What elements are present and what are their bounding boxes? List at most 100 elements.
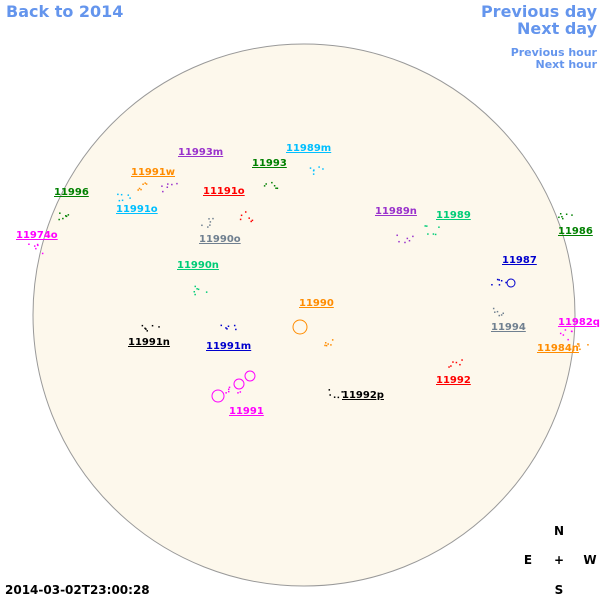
sunspot bbox=[244, 211, 247, 213]
sunspot bbox=[227, 390, 230, 393]
region-label[interactable]: 11990 bbox=[299, 298, 334, 309]
sunspot bbox=[328, 389, 331, 391]
sunspot bbox=[331, 339, 334, 341]
sunspot bbox=[41, 252, 44, 255]
region-label[interactable]: 11991 bbox=[229, 406, 264, 417]
region-label[interactable]: 11990o bbox=[199, 234, 241, 245]
sunspot bbox=[265, 183, 267, 185]
back-link[interactable]: Back to 2014 bbox=[6, 2, 123, 21]
sunspot bbox=[579, 348, 581, 351]
region-label[interactable]: 11989n bbox=[375, 206, 417, 217]
sunspot bbox=[237, 392, 239, 394]
sunspot bbox=[432, 233, 435, 235]
sunspot bbox=[197, 288, 200, 291]
region-label[interactable]: 11991o bbox=[116, 204, 158, 215]
region-label[interactable]: 11993m bbox=[178, 147, 223, 158]
sunspot bbox=[578, 345, 580, 347]
sunspot bbox=[342, 396, 345, 398]
sunspot bbox=[129, 197, 131, 199]
region-label[interactable]: 11991n bbox=[128, 337, 170, 348]
next-day-link[interactable]: Next day bbox=[517, 19, 598, 38]
sunspot-ring bbox=[211, 389, 225, 403]
sunspot bbox=[138, 187, 141, 190]
sunspot bbox=[193, 291, 196, 293]
sunspot bbox=[496, 278, 499, 281]
sunspot bbox=[559, 332, 562, 335]
region-label[interactable]: 11992 bbox=[436, 375, 471, 386]
sunspot bbox=[33, 245, 36, 247]
region-label[interactable]: 11991w bbox=[131, 167, 175, 178]
sunspot bbox=[209, 224, 211, 226]
next-hour-link[interactable]: Next hour bbox=[536, 58, 598, 71]
sunspot bbox=[498, 279, 501, 281]
sunspot bbox=[240, 214, 243, 217]
region-label[interactable]: 11986 bbox=[558, 226, 593, 237]
region-label[interactable]: 11991m bbox=[206, 341, 251, 352]
sunspot bbox=[227, 325, 230, 328]
sunspot bbox=[227, 388, 230, 391]
sunspot bbox=[28, 243, 30, 246]
sunspot bbox=[251, 219, 254, 222]
region-label[interactable]: 11982q bbox=[558, 317, 600, 328]
sunspot bbox=[144, 327, 146, 330]
sunspot bbox=[205, 291, 208, 293]
sunspot bbox=[207, 226, 209, 228]
sunspot bbox=[162, 190, 164, 193]
sunspot bbox=[461, 359, 463, 361]
region-label[interactable]: 11974o bbox=[16, 230, 58, 241]
sunspot bbox=[558, 216, 560, 219]
sunspot bbox=[333, 396, 336, 398]
sunspot bbox=[248, 217, 250, 219]
region-label[interactable]: 11996 bbox=[54, 187, 89, 198]
region-label[interactable]: 11992p bbox=[342, 390, 384, 401]
sunspot bbox=[498, 284, 501, 286]
sunspot bbox=[141, 324, 144, 327]
previous-day-link[interactable]: Previous day bbox=[481, 2, 598, 21]
sunspot bbox=[312, 173, 315, 175]
sunspot bbox=[498, 314, 501, 317]
sunspot bbox=[209, 221, 212, 223]
sunspot bbox=[118, 199, 121, 202]
sunspot bbox=[166, 186, 169, 189]
region-label[interactable]: 11989 bbox=[436, 210, 471, 221]
sunspot-ring bbox=[506, 278, 516, 288]
sunspot bbox=[455, 361, 458, 364]
sunspot bbox=[491, 283, 493, 286]
sunspot bbox=[212, 217, 214, 220]
previous-hour-link[interactable]: Previous hour bbox=[511, 46, 598, 59]
sunspot bbox=[309, 167, 312, 169]
sunspot bbox=[567, 338, 569, 341]
sunspot bbox=[271, 181, 273, 184]
region-label[interactable]: 11994 bbox=[491, 322, 526, 333]
sunspot bbox=[140, 188, 142, 191]
sunspot bbox=[324, 342, 327, 344]
sunspot bbox=[250, 220, 252, 223]
sunspot bbox=[263, 185, 266, 187]
sunspot bbox=[226, 328, 228, 330]
sunspot bbox=[571, 214, 573, 216]
sunspot bbox=[587, 344, 589, 346]
sunspot bbox=[318, 166, 320, 168]
sunspot bbox=[438, 226, 440, 228]
sunspot bbox=[36, 243, 39, 246]
sunspot bbox=[120, 193, 123, 196]
sunspot bbox=[37, 244, 39, 247]
sunspot bbox=[275, 187, 277, 189]
sunspot bbox=[427, 233, 429, 235]
sunspot bbox=[225, 327, 227, 329]
region-label[interactable]: 11987 bbox=[502, 255, 537, 266]
sunspot bbox=[142, 183, 144, 186]
region-label[interactable]: 11984n bbox=[537, 343, 579, 354]
region-label[interactable]: 11989m bbox=[286, 143, 331, 154]
region-label[interactable]: 11993 bbox=[252, 158, 287, 169]
sunspot bbox=[194, 293, 196, 296]
sunspot bbox=[424, 225, 426, 227]
region-label[interactable]: 11990n bbox=[177, 260, 219, 271]
sunspot bbox=[322, 168, 324, 170]
sunspot bbox=[276, 187, 279, 190]
sunspot bbox=[576, 343, 579, 345]
region-label[interactable]: 11191o bbox=[203, 186, 245, 197]
sunspot bbox=[412, 235, 414, 238]
